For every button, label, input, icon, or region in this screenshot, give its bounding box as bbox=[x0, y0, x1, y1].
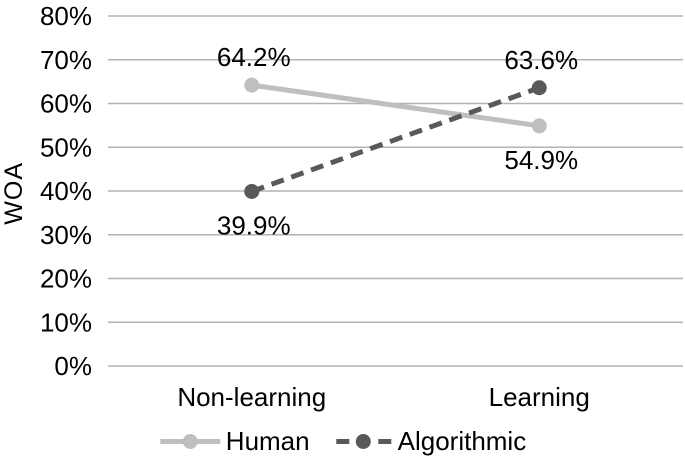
x-axis-label: Non-learning bbox=[177, 382, 326, 412]
data-label: 63.6% bbox=[504, 45, 578, 75]
algorithmic-series-swatch-icon bbox=[336, 433, 392, 449]
y-tick-label: 50% bbox=[40, 132, 92, 162]
y-tick-label: 40% bbox=[40, 176, 92, 206]
marker-human-non-learning bbox=[244, 77, 260, 93]
data-label: 39.9% bbox=[217, 210, 291, 240]
y-tick-label: 80% bbox=[40, 1, 92, 31]
legend-label-human: Human bbox=[225, 426, 310, 456]
human-swatch-marker bbox=[182, 433, 198, 449]
human-series-swatch-icon bbox=[159, 433, 220, 449]
marker-algorithmic-learning bbox=[531, 80, 547, 96]
data-label: 64.2% bbox=[217, 42, 291, 72]
algorithmic-swatch-marker bbox=[356, 433, 372, 449]
series-line-human bbox=[251, 82, 540, 129]
x-axis-label: Learning bbox=[489, 382, 590, 412]
y-tick-label: 60% bbox=[40, 89, 92, 119]
data-label: 54.9% bbox=[504, 145, 578, 175]
marker-human-learning bbox=[531, 118, 547, 134]
y-tick-label: 0% bbox=[54, 351, 92, 381]
series-line-algorithmic bbox=[250, 85, 541, 194]
marker-algorithmic-non-learning bbox=[244, 183, 260, 199]
y-tick-label: 30% bbox=[40, 220, 92, 250]
legend: Human Algorithmic bbox=[159, 426, 526, 456]
legend-item-algorithmic: Algorithmic bbox=[336, 426, 527, 456]
legend-item-human: Human bbox=[159, 426, 310, 456]
legend-label-algorithmic: Algorithmic bbox=[397, 426, 527, 456]
y-tick-label: 70% bbox=[40, 45, 92, 75]
y-tick-label: 10% bbox=[40, 307, 92, 337]
y-tick-label: 20% bbox=[40, 264, 92, 294]
